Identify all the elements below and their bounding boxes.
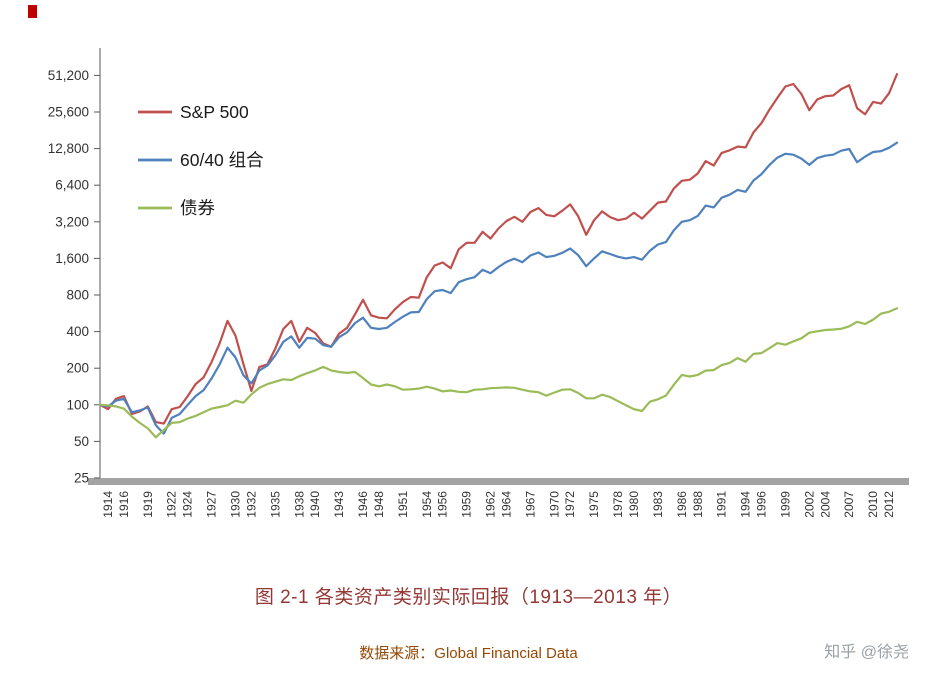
x-tick-label: 1935 xyxy=(268,491,282,518)
x-tick-label: 1980 xyxy=(627,491,641,518)
series-line-blend xyxy=(98,141,899,435)
y-tick-label: 3,200 xyxy=(55,214,89,229)
x-tick-label: 1991 xyxy=(715,491,729,518)
legend-label-blend: 60/40 组合 xyxy=(180,150,264,170)
x-tick-label: 1951 xyxy=(396,491,410,518)
x-tick-label: 1922 xyxy=(165,491,179,518)
asset-returns-chart: 51,200 25,600 12,800 6,400 3,200 1,600 800 400 2… xyxy=(48,48,909,518)
y-tick-label: 400 xyxy=(66,324,89,339)
x-tick-label: 2002 xyxy=(802,491,816,518)
y-tick-label: 25 xyxy=(74,471,89,486)
x-tick-label: 2007 xyxy=(842,491,856,518)
x-tick-label: 1954 xyxy=(420,491,434,518)
x-tick-label: 2004 xyxy=(818,491,832,518)
y-tick-label: 6,400 xyxy=(55,178,89,193)
x-tick-label: 1927 xyxy=(205,491,219,518)
x-tick-label: 1946 xyxy=(356,491,370,518)
x-tick-label: 1956 xyxy=(436,491,450,518)
x-tick-label: 1924 xyxy=(181,491,195,518)
x-tick-label: 1919 xyxy=(141,491,155,518)
x-tick-label: 1932 xyxy=(244,491,258,518)
x-tick-label: 1994 xyxy=(739,491,753,518)
watermark: 知乎 @徐尧 xyxy=(824,644,909,661)
x-tick-label: 1983 xyxy=(651,491,665,518)
x-tick-label: 1999 xyxy=(778,491,792,518)
y-tick-label: 200 xyxy=(66,361,89,376)
x-tick-label: 1959 xyxy=(460,491,474,518)
series-line-bonds xyxy=(98,307,899,439)
y-tick-label: 800 xyxy=(66,288,89,303)
x-tick-label: 1972 xyxy=(563,491,577,518)
x-tick-label: 1964 xyxy=(499,491,513,518)
corner-marker-icon xyxy=(28,5,37,18)
x-tick-label: 1914 xyxy=(101,491,115,518)
y-tick-label: 25,600 xyxy=(48,105,89,120)
x-tick-label: 1940 xyxy=(308,491,322,518)
x-tick-label: 1975 xyxy=(587,491,601,518)
chart-caption: 图 2-1 各类资产类别实际回报（1913—2013 年） xyxy=(254,587,683,608)
x-tick-label: 2012 xyxy=(882,491,896,518)
data-source-note: 数据来源：Global Financial Data xyxy=(359,645,578,662)
legend-label-sp500: S&P 500 xyxy=(180,102,249,122)
x-tick-label: 1948 xyxy=(372,491,386,518)
x-tick-label: 1970 xyxy=(547,491,561,518)
x-tick-label: 1978 xyxy=(611,491,625,518)
x-tick-label: 1986 xyxy=(675,491,689,518)
x-tick-label: 2010 xyxy=(866,491,880,518)
y-tick-label: 51,200 xyxy=(48,68,89,83)
x-tick-label: 1943 xyxy=(332,491,346,518)
x-tick-label: 1988 xyxy=(691,491,705,518)
y-tick-label: 12,800 xyxy=(48,141,89,156)
y-tick-label: 100 xyxy=(66,397,89,412)
x-tick-label: 1938 xyxy=(292,491,306,518)
x-tick-label: 1916 xyxy=(117,491,131,518)
x-tick-label: 1967 xyxy=(523,491,537,518)
x-tick-label: 1996 xyxy=(755,491,769,518)
x-tick-label: 1962 xyxy=(484,491,498,518)
legend-label-bonds: 债券 xyxy=(180,198,215,218)
y-tick-label: 50 xyxy=(74,434,89,449)
series-line-sp500 xyxy=(98,72,899,425)
x-axis-bar xyxy=(88,478,909,485)
x-tick-label: 1930 xyxy=(228,491,242,518)
y-tick-label: 1,600 xyxy=(55,251,89,266)
